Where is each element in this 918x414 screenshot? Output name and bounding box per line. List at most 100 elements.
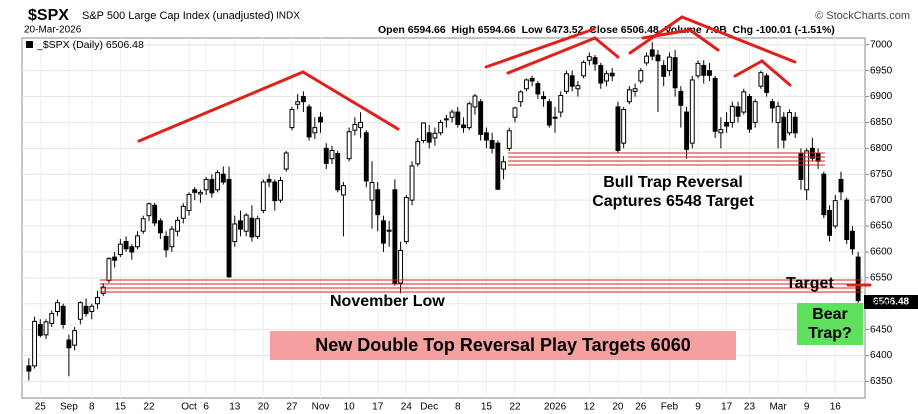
x-tick-label: 25	[35, 402, 47, 413]
trend-line	[137, 70, 305, 143]
candle-body	[644, 55, 649, 64]
candle-body	[752, 101, 758, 123]
candle-body	[724, 121, 730, 127]
candle-body	[243, 214, 249, 232]
x-tick-label: Mar	[769, 402, 787, 413]
x-tick-label: 17	[721, 402, 733, 413]
candle-body	[615, 106, 621, 151]
candle-body	[255, 218, 261, 237]
candle-body	[386, 229, 392, 232]
x-tick-label: 8	[455, 402, 461, 413]
candle-body	[283, 152, 289, 170]
x-tick-label: Sep	[60, 402, 78, 413]
symbol: $SPX	[28, 7, 69, 24]
candle-body	[100, 286, 106, 294]
candle-body	[781, 116, 787, 141]
candles	[26, 42, 861, 381]
candle-body	[701, 64, 707, 76]
candle-body	[146, 203, 152, 217]
candle-body	[169, 228, 175, 248]
candle-body	[278, 179, 283, 201]
candle-body	[581, 61, 587, 77]
y-tick-label: 6750	[870, 169, 893, 180]
candle-body	[552, 116, 558, 119]
date: 20-Mar-2026	[24, 25, 82, 36]
candle-body	[129, 246, 135, 253]
annotation: Target	[786, 275, 834, 292]
candle-body	[220, 173, 226, 183]
x-tick-label: Feb	[661, 402, 679, 413]
candle-body	[558, 94, 564, 113]
x-tick-label: 24	[401, 402, 413, 413]
candle-body	[197, 191, 203, 195]
candle-body	[55, 302, 60, 312]
candle-body	[175, 219, 181, 232]
candle-body	[66, 339, 72, 349]
candle-body	[358, 121, 364, 129]
annotation: Bull Trap Reversal	[603, 174, 743, 191]
annotations: Bull Trap Reversal Captures 6548 Target …	[100, 15, 872, 360]
candle-body	[564, 73, 569, 92]
candle-body	[838, 178, 844, 193]
candle-body	[712, 77, 718, 132]
x-tick-label: 9	[804, 402, 810, 413]
annotation-box	[270, 331, 736, 360]
legend-swatch	[26, 41, 33, 48]
candle-body	[180, 205, 186, 219]
candle-body	[369, 182, 375, 201]
trend-line	[680, 15, 797, 64]
candle-body	[449, 111, 455, 118]
candle-body	[855, 256, 861, 302]
candle-body	[609, 72, 615, 77]
x-tick-label: 20	[612, 402, 624, 413]
y-tick-label: 6400	[870, 350, 893, 361]
candle-body	[340, 185, 346, 196]
candle-body	[649, 49, 655, 57]
candle-body	[260, 181, 266, 211]
candle-body	[249, 217, 255, 238]
candle-body	[140, 218, 146, 232]
candle-body	[312, 127, 318, 134]
candle-body	[426, 132, 432, 143]
candle-body	[95, 297, 100, 305]
candle-body	[346, 131, 352, 160]
candle-body	[209, 178, 215, 194]
candle-body	[83, 305, 89, 315]
candle-body	[403, 197, 409, 243]
chart-title: S&P 500 Large Cap Index (unadjusted)	[82, 10, 274, 22]
candle-body	[632, 88, 638, 92]
candle-body	[432, 132, 438, 139]
candle-body	[684, 111, 690, 150]
candle-body	[729, 105, 735, 123]
candle-body	[89, 305, 95, 312]
candle-body	[26, 365, 32, 372]
candle-body	[569, 75, 575, 87]
candle-body	[792, 116, 798, 134]
x-tick-label: 17	[372, 402, 384, 413]
x-tick-label: 23	[744, 402, 756, 413]
trend-line	[641, 28, 692, 40]
candle-body	[232, 223, 238, 243]
candle-body	[472, 95, 478, 108]
y-tick-label: 6800	[870, 143, 893, 154]
candle-body	[489, 140, 495, 149]
x-tick-label: 20	[258, 402, 270, 413]
candle-body	[575, 85, 581, 90]
candle-body	[735, 106, 741, 117]
candle-body	[655, 54, 661, 62]
candle-body	[586, 56, 592, 61]
annotation-box	[797, 303, 863, 345]
candle-body	[849, 230, 855, 250]
x-tick-label: 10	[344, 402, 356, 413]
candle-body	[661, 64, 667, 77]
x-tick-label: 22	[143, 402, 155, 413]
candle-body	[461, 124, 466, 129]
candle-body	[832, 200, 838, 227]
trend-line	[484, 27, 596, 69]
candle-body	[295, 101, 301, 105]
x-tick-label: 22	[509, 402, 521, 413]
y-tick-label: 6450	[870, 324, 893, 335]
x-tick-label: 27	[286, 402, 298, 413]
candle-body	[112, 256, 118, 261]
